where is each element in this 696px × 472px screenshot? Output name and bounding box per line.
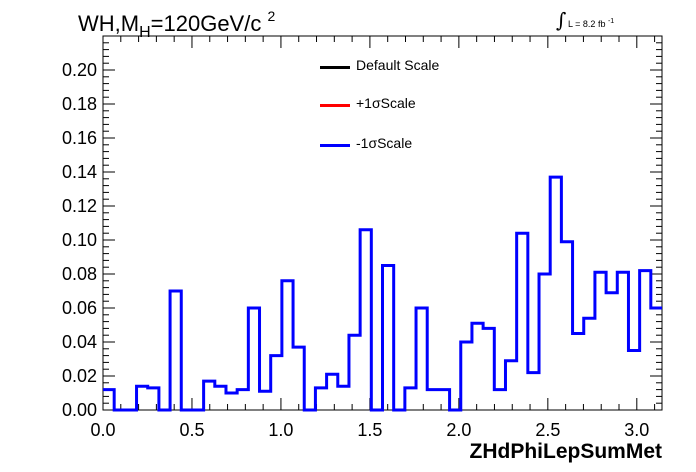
histogram-line-minus1sigma — [103, 175, 662, 412]
title-main: WH,M — [78, 11, 140, 36]
title-superscript: 2 — [267, 8, 276, 24]
x-tick-label: 2.5 — [535, 420, 560, 440]
x-tick-label: 0.0 — [90, 420, 115, 440]
y-tick-label: 0.10 — [62, 230, 97, 250]
integral-symbol: ∫ — [556, 8, 567, 32]
legend-label-plus1sigma: +1σScale — [356, 95, 416, 111]
legend-swatch-plus1sigma — [320, 104, 350, 107]
y-tick-label: 0.20 — [62, 60, 97, 80]
x-tick-label: 3.0 — [624, 420, 649, 440]
legend-item-minus1sigma: -1σScale — [320, 134, 540, 156]
luminosity-exponent: -1 — [607, 18, 615, 25]
y-tick-label: 0.04 — [62, 332, 97, 352]
y-tick-label: 0.14 — [62, 162, 97, 182]
x-axis-ticks: 0.0 0.5 1.0 1.5 2.0 2.5 3.0 — [90, 36, 656, 440]
y-axis-ticks: 0.00 0.02 0.04 0.06 0.08 0.10 0.12 0.14 0.16 0.18… — [62, 35, 662, 420]
legend-label-default: Default Scale — [356, 57, 440, 73]
luminosity-text: L = 8.2 fb — [568, 19, 606, 29]
x-tick-label: 0.5 — [179, 420, 204, 440]
x-axis-label: ZHdPhiLepSumMet — [469, 440, 663, 463]
legend-swatch-default — [320, 66, 350, 69]
x-tick-label: 1.0 — [268, 420, 293, 440]
x-tick-label: 2.0 — [446, 420, 471, 440]
y-tick-label: 0.18 — [62, 94, 97, 114]
legend-item-plus1sigma: +1σScale — [320, 94, 540, 116]
y-tick-label: 0.00 — [62, 400, 97, 420]
y-tick-label: 0.08 — [62, 264, 97, 284]
legend-label-minus1sigma: -1σScale — [356, 135, 413, 151]
histogram-series — [103, 175, 662, 412]
title-subscript: H — [139, 24, 151, 41]
x-tick-label: 1.5 — [357, 420, 382, 440]
chart-title: WH,MH=120GeV/c 2 — [78, 8, 275, 42]
y-tick-label: 0.02 — [62, 366, 97, 386]
legend-item-default: Default Scale — [320, 56, 540, 78]
y-tick-label: 0.12 — [62, 196, 97, 216]
legend-swatch-minus1sigma — [320, 144, 350, 147]
y-tick-label: 0.16 — [62, 128, 97, 148]
title-rest: =120GeV/c — [150, 11, 262, 36]
y-tick-label: 0.06 — [62, 298, 97, 318]
